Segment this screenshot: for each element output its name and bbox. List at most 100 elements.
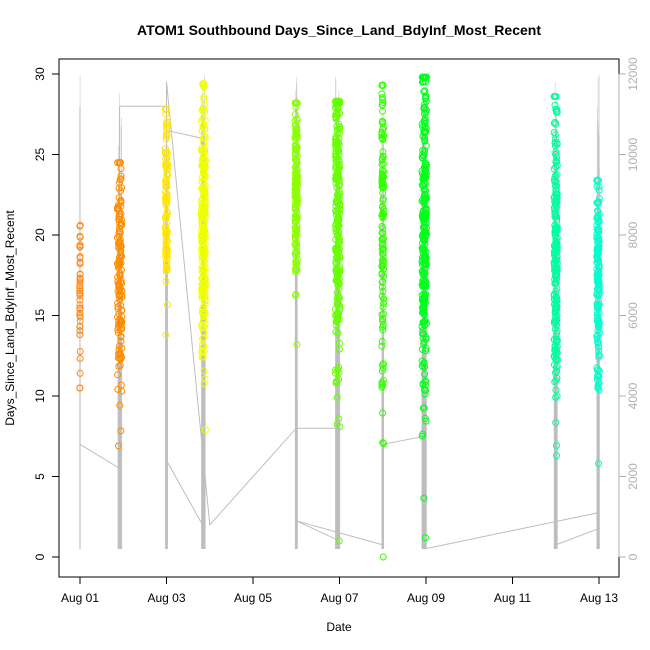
data-point [336, 304, 344, 312]
data-point [292, 205, 300, 213]
data-point [595, 210, 603, 218]
data-point [336, 123, 344, 131]
data-point [200, 93, 208, 101]
chart-title: ATOM1 Southbound Days_Since_Land_BdyInf_… [137, 22, 541, 38]
data-point [380, 210, 388, 218]
data-point [117, 202, 125, 210]
data-point [201, 193, 209, 201]
data-point [117, 246, 125, 254]
data-point [551, 138, 559, 146]
data-point [551, 135, 559, 143]
data-point [292, 236, 299, 244]
data-point [379, 321, 387, 329]
x-axis: Aug 01 Aug 03 Aug 05 Aug 07 Aug 09 Aug 11 Aug … [61, 576, 618, 605]
data-point [378, 161, 386, 168]
data-point [201, 116, 209, 124]
data-point [118, 266, 125, 274]
data-point [421, 370, 428, 378]
data-point [551, 260, 559, 268]
data-point [419, 239, 426, 247]
data-point [199, 282, 206, 290]
data-point [595, 176, 602, 184]
data-point [419, 154, 427, 162]
data-point [162, 267, 170, 275]
data-point [422, 347, 429, 355]
data-point [551, 378, 559, 386]
data-point [199, 335, 207, 343]
data-point [201, 209, 209, 217]
data-point [335, 237, 343, 244]
data-point [199, 253, 207, 261]
data-point [292, 127, 300, 135]
point-cluster [418, 73, 430, 542]
data-point [333, 111, 341, 119]
data-point [115, 346, 123, 354]
data-point [380, 245, 388, 252]
data-point [162, 110, 170, 118]
data-point [553, 190, 561, 198]
data-point [114, 371, 122, 379]
y-axis: 0 5 10 15 20 25 30 [33, 67, 60, 560]
data-point [419, 132, 427, 140]
data-point [332, 164, 340, 172]
data-point [378, 180, 386, 188]
data-point [595, 343, 603, 351]
data-point [200, 158, 208, 166]
data-point [594, 226, 602, 234]
data-point [292, 258, 300, 266]
data-point [378, 94, 386, 102]
data-point [419, 381, 427, 389]
data-point [550, 119, 558, 127]
data-point [418, 181, 426, 189]
data-point [553, 452, 560, 460]
data-point [550, 129, 558, 136]
data-point [76, 348, 84, 355]
data-point [333, 155, 341, 163]
data-point [116, 342, 123, 350]
data-point [201, 165, 209, 173]
y-tick-label: 5 [33, 473, 47, 480]
data-point [553, 336, 561, 344]
data-point [114, 385, 122, 393]
data-point [551, 309, 559, 317]
data-point [551, 305, 559, 313]
data-point [553, 239, 561, 247]
data-point [198, 147, 206, 155]
data-point [200, 185, 207, 193]
data-point [378, 134, 386, 142]
data-point [114, 305, 122, 313]
data-point [76, 311, 84, 319]
data-point [332, 328, 340, 336]
y2-tick-label: 2000 [626, 463, 640, 490]
data-point [379, 224, 387, 232]
data-point [595, 236, 603, 244]
data-point [595, 263, 603, 271]
data-point [293, 146, 300, 154]
data-point [593, 304, 601, 312]
data-point [379, 364, 387, 372]
data-point [422, 73, 430, 81]
data-point [594, 255, 602, 263]
data-point [379, 287, 387, 295]
data-point [594, 384, 602, 391]
point-cluster [161, 105, 172, 339]
data-point [420, 104, 428, 112]
data-point [198, 118, 205, 126]
data-point [552, 369, 559, 377]
data-point [422, 417, 430, 425]
data-point [198, 353, 206, 361]
data-point [551, 280, 559, 287]
data-point [117, 427, 125, 435]
data-point [115, 262, 123, 269]
data-point [378, 361, 386, 369]
data-point [76, 292, 84, 300]
data-point [162, 278, 170, 285]
data-point [200, 83, 208, 91]
data-point [553, 345, 561, 353]
data-point [421, 134, 428, 142]
data-point [379, 135, 387, 143]
data-point [163, 259, 171, 267]
data-point [595, 329, 603, 337]
x-tick-label: Aug 13 [580, 591, 618, 605]
data-point [421, 534, 429, 542]
